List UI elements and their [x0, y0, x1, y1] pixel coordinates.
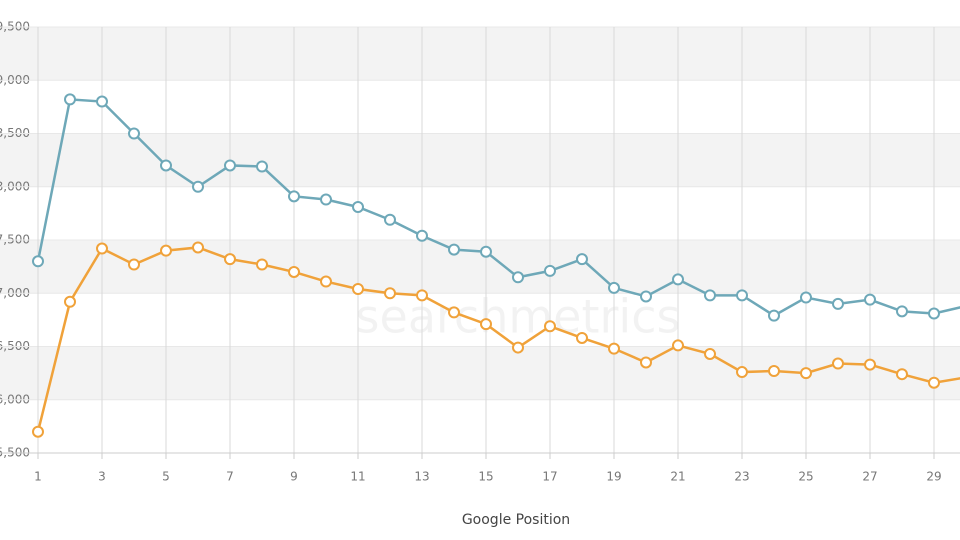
- point: [160, 159, 172, 172]
- point: [544, 264, 556, 277]
- point: [864, 293, 876, 306]
- x-tick-label: 5: [162, 470, 170, 484]
- x-tick-label: 7: [226, 470, 234, 484]
- point: [384, 287, 396, 300]
- point: [128, 127, 140, 140]
- point: [256, 160, 268, 173]
- point: [768, 309, 780, 322]
- point: [896, 305, 908, 318]
- point: [352, 200, 364, 213]
- point: [32, 255, 44, 268]
- x-tick-label: 27: [862, 470, 877, 484]
- point: [320, 193, 332, 206]
- point: [64, 295, 76, 308]
- point: [96, 242, 108, 255]
- plot-area: [32, 93, 960, 438]
- point: [928, 376, 940, 389]
- point: [480, 245, 492, 258]
- point: [608, 342, 620, 355]
- point: [544, 320, 556, 333]
- point: [128, 258, 140, 271]
- point: [416, 229, 428, 242]
- point: [480, 318, 492, 331]
- point: [352, 282, 364, 295]
- point: [736, 366, 748, 379]
- point: [512, 341, 524, 354]
- point: [640, 356, 652, 369]
- point: [832, 297, 844, 310]
- x-tick-label: 1: [34, 470, 42, 484]
- point: [224, 159, 236, 172]
- x-tick-label: 19: [606, 470, 621, 484]
- x-tick-label: 11: [350, 470, 365, 484]
- watermark: searchmetrics: [356, 290, 681, 344]
- x-tick-label: 23: [734, 470, 749, 484]
- point: [672, 273, 684, 286]
- grid-band: [0, 240, 960, 294]
- point: [224, 253, 236, 266]
- point: [576, 253, 588, 266]
- grid-band: [0, 346, 960, 400]
- point: [704, 289, 716, 302]
- x-axis-title: Google Position: [462, 512, 570, 528]
- grid-band: [0, 133, 960, 187]
- point: [704, 347, 716, 360]
- x-tick-label: 17: [542, 470, 557, 484]
- point: [160, 244, 172, 257]
- point: [640, 290, 652, 303]
- x-tick-label: 3: [98, 470, 106, 484]
- point: [384, 213, 396, 226]
- plot-background: [0, 27, 960, 400]
- point: [288, 265, 300, 278]
- point: [512, 271, 524, 284]
- point: [768, 364, 780, 377]
- point: [192, 180, 204, 193]
- point: [832, 357, 844, 370]
- x-tick-label: 13: [414, 470, 429, 484]
- point: [800, 367, 812, 380]
- point: [800, 291, 812, 304]
- point: [96, 95, 108, 108]
- point: [736, 289, 748, 302]
- point: [576, 331, 588, 344]
- point: [416, 289, 428, 302]
- x-tick-label: 15: [478, 470, 493, 484]
- point: [608, 281, 620, 294]
- point: [928, 307, 940, 320]
- point: [288, 190, 300, 203]
- point: [320, 275, 332, 288]
- point: [64, 93, 76, 106]
- point: [864, 358, 876, 371]
- x-tick-label: 29: [926, 470, 941, 484]
- point: [192, 241, 204, 254]
- x-tick-label: 9: [290, 470, 298, 484]
- point: [448, 306, 460, 319]
- grid-band: [0, 27, 960, 81]
- point: [672, 339, 684, 352]
- point: [32, 425, 44, 438]
- point: [448, 243, 460, 256]
- point: [256, 258, 268, 271]
- x-tick-label: 21: [670, 470, 685, 484]
- x-tick-label: 25: [798, 470, 813, 484]
- point: [896, 368, 908, 381]
